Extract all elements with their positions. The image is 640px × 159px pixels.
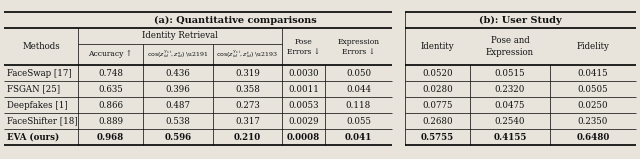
Text: 0.0011: 0.0011 [288,84,319,93]
Text: 0.5755: 0.5755 [421,132,454,142]
Text: Methods: Methods [22,42,60,51]
Text: 0.0475: 0.0475 [495,100,525,110]
Text: 0.2350: 0.2350 [578,117,608,125]
Text: 0.118: 0.118 [346,100,371,110]
Text: Deepfakes [1]: Deepfakes [1] [7,100,68,110]
Text: 0.044: 0.044 [346,84,371,93]
Text: 0.0030: 0.0030 [288,69,319,77]
Text: (b): User Study: (b): User Study [479,15,562,24]
Text: 0.358: 0.358 [235,84,260,93]
Text: 0.0250: 0.0250 [578,100,608,110]
Text: 0.050: 0.050 [346,69,371,77]
Text: 0.055: 0.055 [346,117,371,125]
Text: 0.596: 0.596 [164,132,191,142]
Text: FSGAN [25]: FSGAN [25] [7,84,60,93]
Text: 0.0029: 0.0029 [288,117,319,125]
Text: 0.0775: 0.0775 [422,100,452,110]
Text: 0.889: 0.889 [98,117,123,125]
Text: 0.319: 0.319 [235,69,260,77]
Text: $\cos(z_{id}^{Y_{s,t}}, z_{id}^{s})$ \u2191: $\cos(z_{id}^{Y_{s,t}}, z_{id}^{s})$ \u2… [147,48,209,60]
Text: 0.436: 0.436 [166,69,190,77]
Text: Pose and
Expression: Pose and Expression [486,36,534,57]
Text: 0.538: 0.538 [166,117,191,125]
Text: (a): Quantitative comparisons: (a): Quantitative comparisons [154,15,316,24]
Text: FaceShifter [18]: FaceShifter [18] [7,117,77,125]
Text: 0.317: 0.317 [235,117,260,125]
Text: 0.273: 0.273 [235,100,260,110]
Text: 0.396: 0.396 [166,84,190,93]
Text: 0.210: 0.210 [234,132,261,142]
Text: 0.2540: 0.2540 [495,117,525,125]
Text: 0.0053: 0.0053 [288,100,319,110]
Text: 0.0008: 0.0008 [287,132,320,142]
Text: EVA (ours): EVA (ours) [7,132,60,142]
Text: Pose
Errors ↓: Pose Errors ↓ [287,38,320,55]
Text: Accuracy ↑: Accuracy ↑ [88,51,132,59]
Text: 0.041: 0.041 [345,132,372,142]
Text: 0.487: 0.487 [166,100,191,110]
Text: 0.0415: 0.0415 [578,69,608,77]
Text: 0.0515: 0.0515 [495,69,525,77]
Text: 0.0505: 0.0505 [578,84,608,93]
Text: 0.0520: 0.0520 [422,69,453,77]
Text: 0.2320: 0.2320 [495,84,525,93]
Text: 0.748: 0.748 [98,69,123,77]
Text: Identity: Identity [420,42,454,51]
Text: Expression
Errors ↓: Expression Errors ↓ [337,38,380,55]
Text: $\cos(z_{id}^{Y_{s,t}}, z_{id}^{t})$ \u2193: $\cos(z_{id}^{Y_{s,t}}, z_{id}^{t})$ \u2… [216,48,278,60]
Text: 0.866: 0.866 [98,100,123,110]
Text: 0.2680: 0.2680 [422,117,453,125]
Text: Fidelity: Fidelity [577,42,609,51]
Text: 0.968: 0.968 [97,132,124,142]
Text: Identity Retrieval: Identity Retrieval [142,31,218,41]
Text: 0.635: 0.635 [98,84,123,93]
Text: 0.0280: 0.0280 [422,84,453,93]
Text: 0.6480: 0.6480 [576,132,610,142]
Text: FaceSwap [17]: FaceSwap [17] [7,69,72,77]
Text: 0.4155: 0.4155 [493,132,527,142]
